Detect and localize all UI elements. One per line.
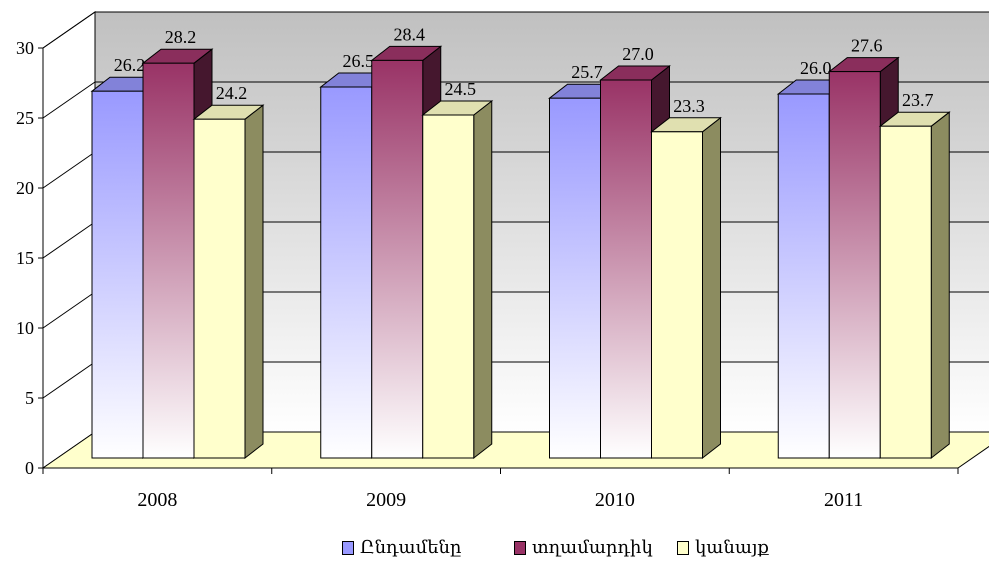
x-tick-label: 2008 (137, 489, 177, 511)
bar-front (549, 97, 601, 459)
data-label: 28.4 (394, 24, 426, 44)
legend-swatch-total (342, 540, 354, 555)
y-tick-label: 0 (25, 458, 34, 478)
bar-women-2009 (421, 99, 494, 460)
bar-women-2010 (650, 116, 722, 460)
legend-label-men: տղամարդիկ (532, 537, 653, 557)
gridline-side (42, 11, 96, 49)
gridline-side (42, 81, 96, 119)
data-label: 25.7 (571, 62, 603, 82)
x-tick-label: 2009 (366, 489, 406, 511)
y-tick-label: 20 (16, 178, 34, 198)
x-tick-label: 2011 (824, 489, 863, 511)
legend-swatch-women (677, 540, 689, 555)
data-label: 27.6 (851, 36, 883, 56)
y-tick-label: 10 (16, 318, 34, 338)
bar-front (600, 79, 652, 459)
bar-front (651, 131, 703, 459)
bar-front (142, 62, 195, 459)
y-tick-label: 15 (16, 248, 34, 268)
bar-women-2011 (878, 111, 951, 460)
bar-side (244, 104, 264, 460)
data-label: 24.5 (445, 79, 477, 99)
y-tick-label: 30 (16, 38, 34, 58)
gridline-side (42, 291, 96, 329)
data-label: 24.2 (216, 83, 248, 103)
legend-swatch-men (514, 540, 526, 555)
legend-item-total: Ընդամենը (342, 537, 461, 558)
bar-front (91, 90, 144, 459)
y-tick-label: 25 (16, 108, 34, 128)
data-label: 23.3 (673, 96, 705, 116)
data-label: 26.0 (800, 58, 832, 78)
y-tick-label: 5 (25, 388, 34, 408)
bar-side (702, 116, 721, 460)
gridline-side (42, 221, 96, 259)
bar-side (473, 99, 493, 460)
legend-label-total: Ընդամենը (360, 537, 462, 557)
bar-front (422, 114, 475, 459)
gridline-side (42, 361, 96, 399)
bar-front (777, 93, 830, 459)
legend-item-women: կանայք (677, 537, 769, 558)
data-label: 26.5 (343, 51, 375, 71)
bar-front (828, 71, 881, 459)
gridline-side (42, 151, 96, 189)
legend-label-women: կանայք (695, 537, 769, 557)
bar-front (371, 59, 424, 459)
legend: Ընդամենը տղամարդիկ կանայք (0, 537, 989, 565)
data-label: 28.2 (165, 27, 197, 47)
legend-item-men: տղամարդիկ (514, 537, 653, 558)
bar-side (930, 111, 950, 460)
bar-women-2008 (192, 104, 265, 460)
bar-front (193, 118, 246, 459)
bar-front (879, 125, 932, 459)
data-label: 26.2 (114, 55, 146, 75)
data-label: 27.0 (622, 44, 654, 64)
x-tick-label: 2010 (595, 489, 635, 511)
data-label: 23.7 (902, 90, 934, 110)
bar-front (320, 86, 373, 459)
